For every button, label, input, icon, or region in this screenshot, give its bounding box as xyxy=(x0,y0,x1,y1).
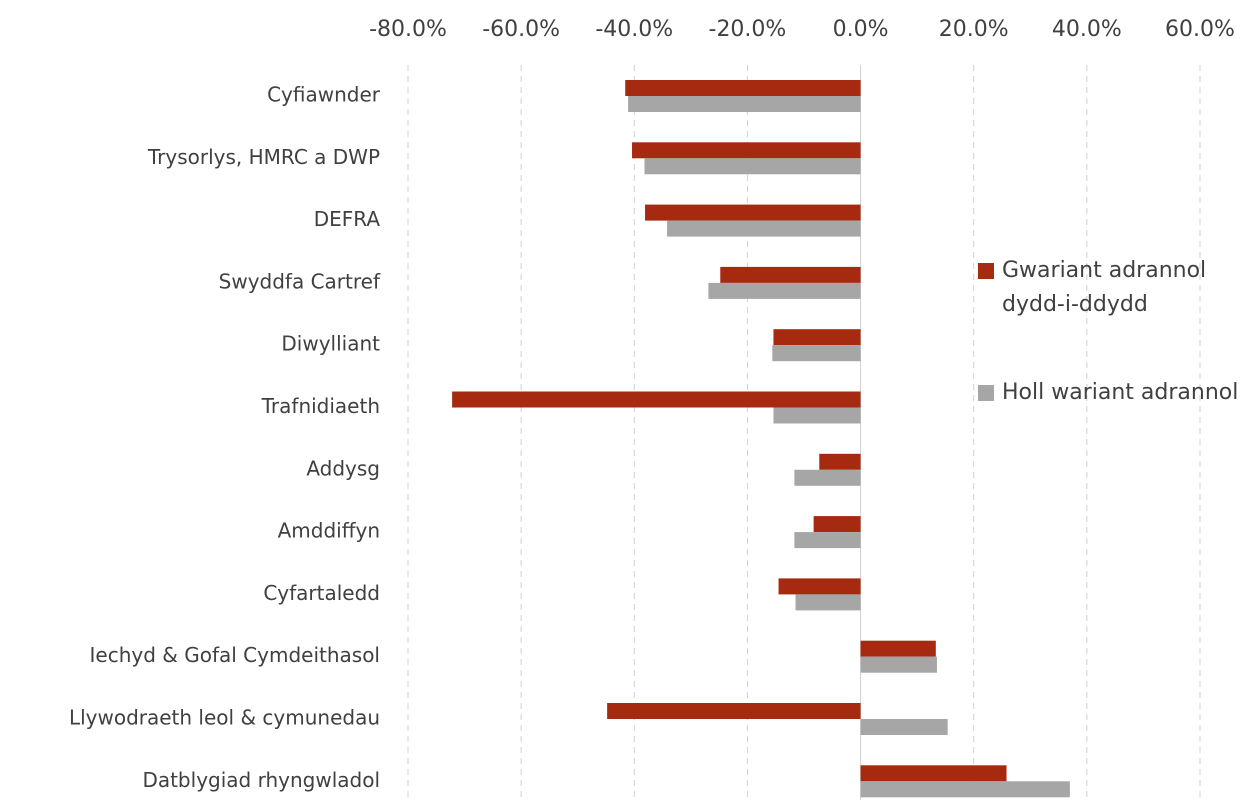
y-tick-label: Iechyd & Gofal Cymdeithasol xyxy=(90,643,381,667)
legend-swatch xyxy=(978,263,994,279)
bar xyxy=(778,578,861,595)
x-tick-label: -40.0% xyxy=(595,17,673,42)
x-tick-label: 0.0% xyxy=(833,17,889,42)
y-tick-label: Trafnidiaeth xyxy=(261,394,380,418)
x-tick-label: -60.0% xyxy=(482,17,560,42)
legend-swatch xyxy=(978,385,994,401)
legend-label: Gwariant adrannol dydd-i-ddydd xyxy=(1002,258,1207,317)
y-tick-label: Cyfartaledd xyxy=(263,581,380,605)
bar xyxy=(667,220,861,237)
bar xyxy=(632,142,861,159)
bar xyxy=(794,469,861,486)
bar xyxy=(645,204,861,221)
bar xyxy=(860,719,948,735)
y-tick-label: Addysg xyxy=(306,456,380,480)
y-tick-label: Datblygiad rhyngwladol xyxy=(142,768,380,792)
x-tick-label: -20.0% xyxy=(709,17,787,42)
x-tick-label: 40.0% xyxy=(1052,17,1122,42)
y-tick-label: Swyddfa Cartref xyxy=(219,269,381,293)
bar xyxy=(860,640,936,657)
bar xyxy=(860,765,1007,782)
legend-label: Holl wariant adrannol xyxy=(1002,380,1239,405)
bar xyxy=(773,407,861,424)
bar xyxy=(860,656,937,673)
y-tick-label: Cyfiawnder xyxy=(267,83,381,107)
bar xyxy=(794,532,861,549)
bar xyxy=(708,282,861,299)
y-tick-label: Diwylliant xyxy=(281,332,380,356)
bar xyxy=(644,158,861,175)
legend-item: Holl wariant adrannol xyxy=(978,376,1248,410)
bar xyxy=(795,594,861,611)
y-tick-label: Trysorlys, HMRC a DWP xyxy=(147,145,380,169)
y-tick-label: Amddiffyn xyxy=(278,519,380,543)
x-tick-label: 60.0% xyxy=(1165,17,1235,42)
bar xyxy=(819,453,861,470)
y-tick-label: Llywodraeth leol & cymunedau xyxy=(69,706,380,730)
x-tick-label: -80.0% xyxy=(369,17,447,42)
x-tick-label: 20.0% xyxy=(939,17,1009,42)
bar xyxy=(628,96,861,112)
bar xyxy=(625,80,861,96)
bar xyxy=(860,781,1070,798)
bar xyxy=(813,516,861,533)
bar xyxy=(720,266,861,283)
bar xyxy=(607,703,861,719)
legend-item: Gwariant adrannol dydd-i-ddydd xyxy=(978,254,1248,322)
bar xyxy=(772,345,861,362)
bar xyxy=(452,391,861,408)
bar xyxy=(773,329,861,346)
y-tick-label: DEFRA xyxy=(314,207,381,231)
